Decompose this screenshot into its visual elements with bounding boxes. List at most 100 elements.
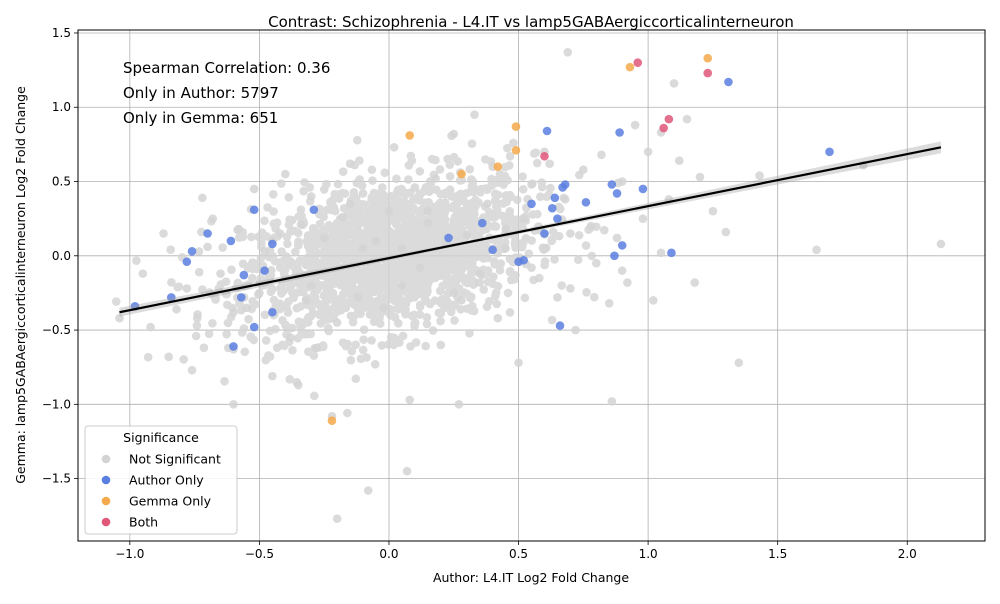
not-significant-point [360, 303, 370, 312]
annotation-layer: Spearman Correlation: 0.36 Only in Autho… [123, 59, 330, 127]
not-significant-point [368, 299, 377, 309]
author-only-point [638, 184, 648, 194]
not-significant-point [442, 272, 452, 282]
not-significant-point [265, 326, 275, 336]
author-only-point [607, 180, 617, 189]
not-significant-point [630, 120, 640, 130]
not-significant-point [352, 207, 361, 216]
not-significant-point [340, 254, 350, 263]
legend-marker [101, 475, 111, 485]
x-tick-label: 0.5 [509, 547, 528, 561]
not-significant-point [279, 269, 289, 278]
not-significant-point [411, 217, 420, 226]
not-significant-point [143, 352, 153, 362]
not-significant-point [579, 165, 588, 174]
not-significant-point [415, 302, 425, 311]
not-significant-point [173, 282, 182, 292]
not-significant-point [159, 229, 168, 238]
not-significant-point [260, 216, 269, 225]
author-only-point [249, 205, 259, 215]
not-significant-point [328, 288, 338, 298]
not-significant-point [493, 313, 503, 323]
not-significant-point [377, 341, 387, 350]
not-significant-point [566, 284, 575, 293]
not-significant-point [167, 278, 176, 287]
author-only-point [187, 247, 197, 256]
not-significant-point [338, 212, 347, 222]
not-significant-point [524, 249, 534, 258]
not-significant-point [475, 269, 484, 278]
not-significant-point [410, 183, 420, 192]
not-significant-point [498, 211, 508, 221]
not-significant-point [479, 285, 488, 294]
not-significant-point [269, 207, 278, 216]
not-significant-point [468, 261, 477, 271]
not-significant-point [367, 165, 377, 175]
not-significant-point [318, 341, 328, 350]
not-significant-point [453, 157, 463, 166]
not-significant-point [493, 281, 503, 291]
not-significant-point [377, 183, 387, 192]
not-significant-point [553, 293, 562, 302]
not-significant-point [514, 358, 523, 368]
both-point [540, 151, 549, 161]
not-significant-point [449, 288, 459, 298]
author-only-point [488, 245, 497, 255]
not-significant-point [586, 221, 596, 231]
not-significant-point [402, 466, 412, 476]
not-significant-point [306, 192, 316, 201]
not-significant-point [401, 188, 411, 198]
not-significant-point [349, 191, 358, 201]
not-significant-point [222, 329, 231, 339]
not-significant-point [343, 339, 353, 349]
not-significant-point [248, 264, 257, 274]
not-significant-point [260, 247, 269, 256]
not-significant-point [238, 259, 248, 269]
author-only-point [612, 189, 622, 198]
not-significant-point [384, 243, 394, 252]
legend-marker [101, 454, 111, 464]
not-significant-point [434, 256, 444, 266]
not-significant-point [325, 274, 334, 283]
not-significant-point [406, 151, 416, 161]
not-significant-point [132, 256, 141, 266]
not-significant-point [284, 193, 294, 202]
not-significant-point [519, 214, 529, 223]
not-significant-point [187, 365, 197, 375]
not-significant-point [527, 236, 537, 245]
not-significant-point [338, 289, 348, 299]
not-significant-point [266, 271, 276, 280]
not-significant-point [138, 269, 148, 278]
not-significant-point [436, 340, 446, 350]
not-significant-point [462, 230, 472, 240]
not-significant-point [425, 299, 435, 309]
not-significant-point [326, 223, 336, 232]
y-tick-label: 1.0 [52, 100, 71, 114]
not-significant-point [470, 110, 479, 119]
not-significant-point [529, 149, 539, 158]
not-significant-point [708, 206, 718, 216]
not-significant-point [451, 224, 460, 234]
gemma-only-point [457, 169, 466, 179]
not-significant-point [220, 376, 229, 386]
regression-layer [119, 141, 942, 317]
not-significant-point [412, 195, 421, 204]
not-significant-point [391, 203, 400, 213]
not-significant-point [520, 293, 530, 303]
x-tick-label: −0.5 [245, 547, 274, 561]
not-significant-point [411, 239, 420, 249]
legend-marker [101, 517, 111, 527]
not-significant-point [508, 218, 517, 228]
author-only-point [166, 293, 176, 302]
not-significant-point [256, 253, 266, 263]
not-significant-point [383, 340, 393, 349]
not-significant-point [115, 313, 124, 323]
not-significant-point [540, 260, 549, 270]
not-significant-point [255, 288, 264, 298]
author-only-point [444, 233, 453, 243]
author-only-point [477, 218, 487, 228]
x-tick-label: 2.0 [898, 547, 917, 561]
not-significant-point [473, 252, 483, 262]
not-significant-point [440, 303, 449, 313]
not-significant-point [497, 172, 507, 181]
